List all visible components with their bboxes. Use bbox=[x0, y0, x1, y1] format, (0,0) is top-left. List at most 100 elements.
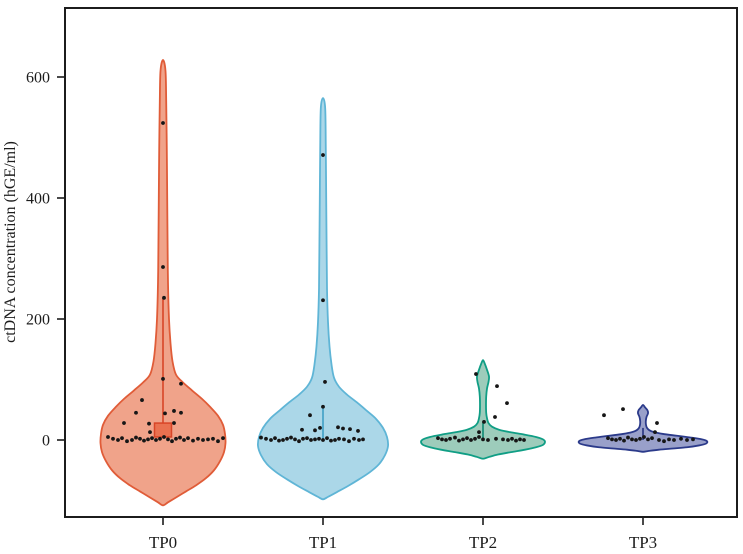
data-point-tp1 bbox=[321, 298, 325, 303]
data-point-tp2 bbox=[481, 437, 485, 442]
data-point-tp2 bbox=[469, 438, 473, 442]
data-point-tp1 bbox=[361, 437, 365, 442]
data-point-tp2 bbox=[461, 437, 465, 442]
boxplot-box-tp0 bbox=[153, 422, 173, 438]
data-point-tp0 bbox=[216, 439, 220, 444]
data-point-tp2 bbox=[510, 436, 514, 441]
data-point-tp0 bbox=[158, 436, 162, 441]
data-point-tp1 bbox=[342, 437, 346, 442]
data-point-tp0 bbox=[179, 381, 183, 386]
data-point-tp3 bbox=[630, 437, 634, 442]
data-point-tp0 bbox=[138, 436, 142, 441]
data-point-tp3 bbox=[653, 430, 657, 435]
data-point-tp1 bbox=[309, 438, 313, 442]
data-point-tp3 bbox=[679, 436, 683, 441]
data-point-tp1 bbox=[301, 436, 305, 441]
data-point-tp1 bbox=[321, 404, 325, 409]
data-point-tp1 bbox=[357, 438, 361, 442]
data-point-tp1 bbox=[323, 380, 327, 384]
data-point-tp3 bbox=[667, 437, 671, 442]
data-point-tp2 bbox=[440, 437, 444, 442]
data-point-tp0 bbox=[130, 438, 134, 442]
data-point-tp0 bbox=[134, 410, 138, 415]
data-point-tp1 bbox=[356, 429, 360, 433]
data-point-tp0 bbox=[211, 436, 215, 441]
y-tick-label: 600 bbox=[26, 69, 50, 86]
x-tick-label-tp2: TP2 bbox=[469, 533, 497, 552]
data-point-tp0 bbox=[162, 435, 166, 439]
data-point-tp3 bbox=[621, 407, 625, 412]
data-point-tp2 bbox=[444, 438, 448, 442]
data-point-tp0 bbox=[161, 265, 165, 269]
data-point-tp0 bbox=[122, 421, 126, 425]
data-point-tp0 bbox=[191, 438, 195, 443]
data-point-tp1 bbox=[317, 436, 321, 441]
data-point-tp3 bbox=[646, 437, 650, 442]
data-point-tp3 bbox=[655, 421, 659, 425]
data-point-tp3 bbox=[614, 438, 618, 442]
y-tick-label: 200 bbox=[26, 311, 50, 328]
data-point-tp1 bbox=[289, 435, 293, 440]
data-point-tp0 bbox=[147, 421, 151, 426]
data-point-tp1 bbox=[308, 413, 312, 418]
data-point-tp0 bbox=[146, 437, 150, 442]
data-point-tp0 bbox=[166, 437, 170, 442]
y-tick-label: 0 bbox=[42, 432, 50, 449]
data-point-tp1 bbox=[337, 436, 341, 441]
data-point-tp0 bbox=[161, 376, 165, 381]
data-point-tp0 bbox=[134, 435, 138, 440]
data-point-tp0 bbox=[161, 121, 165, 125]
data-point-tp2 bbox=[453, 435, 457, 440]
data-point-tp0 bbox=[150, 436, 154, 441]
data-point-tp3 bbox=[691, 437, 695, 442]
data-point-tp2 bbox=[506, 438, 510, 442]
data-point-tp0 bbox=[174, 436, 178, 441]
data-point-tp0 bbox=[120, 436, 124, 441]
data-point-tp1 bbox=[305, 436, 309, 441]
data-point-tp3 bbox=[672, 438, 676, 442]
data-point-tp0 bbox=[178, 435, 182, 440]
data-point-tp3 bbox=[606, 436, 610, 441]
data-point-tp0 bbox=[163, 411, 167, 416]
data-point-tp2 bbox=[473, 436, 477, 441]
data-point-tp2 bbox=[501, 437, 505, 442]
data-point-tp0 bbox=[140, 398, 144, 402]
data-point-tp1 bbox=[264, 436, 268, 441]
data-point-tp0 bbox=[116, 438, 120, 442]
data-point-tp3 bbox=[638, 436, 642, 441]
data-point-tp0 bbox=[106, 435, 110, 439]
data-point-tp1 bbox=[297, 439, 301, 444]
data-point-tp0 bbox=[182, 438, 186, 442]
data-point-tp1 bbox=[273, 436, 277, 441]
data-point-tp0 bbox=[172, 409, 176, 413]
data-point-tp0 bbox=[111, 436, 115, 441]
data-point-tp1 bbox=[348, 427, 352, 432]
data-point-tp0 bbox=[196, 436, 200, 441]
data-point-tp0 bbox=[221, 436, 225, 441]
data-point-tp1 bbox=[318, 426, 322, 430]
data-point-tp2 bbox=[465, 436, 469, 441]
data-point-tp1 bbox=[277, 438, 281, 443]
data-point-tp1 bbox=[333, 438, 337, 442]
data-point-tp0 bbox=[179, 410, 183, 415]
x-tick-label-tp0: TP0 bbox=[149, 533, 177, 552]
data-point-tp1 bbox=[281, 438, 285, 442]
data-point-tp2 bbox=[518, 437, 522, 442]
data-point-tp2 bbox=[457, 438, 461, 443]
data-point-tp1 bbox=[329, 438, 333, 443]
data-point-tp1 bbox=[347, 439, 351, 444]
violin-tp0 bbox=[99, 59, 227, 507]
data-point-tp2 bbox=[486, 438, 490, 442]
data-point-tp1 bbox=[321, 438, 325, 442]
data-point-tp0 bbox=[142, 438, 146, 443]
data-point-tp2 bbox=[482, 419, 486, 424]
data-point-tp1 bbox=[293, 437, 297, 442]
data-point-tp3 bbox=[602, 413, 606, 418]
data-point-tp1 bbox=[269, 438, 273, 442]
plot-frame bbox=[64, 7, 738, 518]
data-point-tp2 bbox=[494, 436, 498, 441]
data-point-tp1 bbox=[313, 437, 317, 442]
data-point-tp0 bbox=[172, 421, 176, 425]
